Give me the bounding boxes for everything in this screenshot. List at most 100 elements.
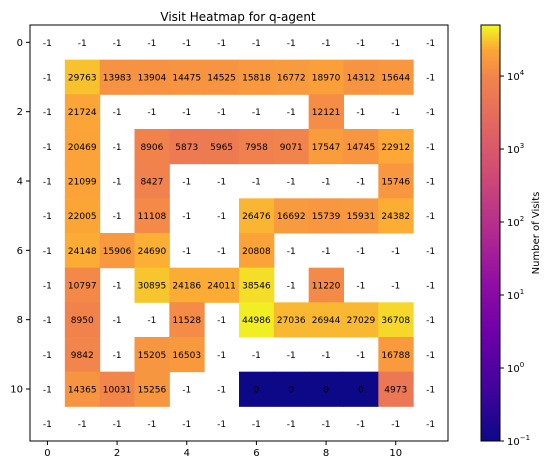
cell-value-label: 12121: [312, 108, 341, 118]
heatmap-cell: [378, 163, 414, 199]
cell-value-label: 18970: [312, 74, 341, 84]
heatmap-cell: [169, 59, 205, 95]
cell-value-label: -1: [182, 386, 191, 396]
cell-value-label: 14475: [172, 74, 201, 84]
cell-value-label: 26944: [312, 316, 341, 326]
cell-value-label: 36708: [381, 316, 410, 326]
cell-value-label: -1: [322, 178, 331, 188]
cell-value-label: -1: [426, 316, 435, 326]
cell-value-label: 15256: [138, 386, 167, 396]
heatmap-cell: [343, 302, 379, 338]
cell-value-label: -1: [43, 282, 52, 292]
cell-value-label: -1: [356, 108, 365, 118]
cell-value-label: 26476: [242, 212, 271, 222]
cell-value-label: 16788: [381, 351, 410, 361]
cell-value-label: -1: [426, 178, 435, 188]
cell-value-label: 22005: [68, 212, 97, 222]
heatmap-cell: [134, 129, 170, 165]
heatmap-cell: [204, 267, 240, 303]
heatmap-cell: [134, 337, 170, 373]
cell-value-label: 10797: [68, 282, 97, 292]
colorbar-ticks: 104 103 102 101 100 10−1: [500, 69, 530, 448]
cell-value-label: 44986: [242, 316, 271, 326]
cell-value-label: -1: [147, 420, 156, 430]
colorbar-tick-label: 100: [507, 361, 524, 375]
cell-value-label: -1: [182, 178, 191, 188]
heatmap-cell: [273, 129, 310, 165]
cell-value-label: -1: [426, 39, 435, 49]
cell-value-label: 15205: [138, 351, 167, 361]
cell-value-label: -1: [391, 108, 400, 118]
heatmap-cell: [308, 94, 344, 130]
cell-value-label: -1: [43, 74, 52, 84]
cell-value-label: -1: [287, 39, 296, 49]
cell-value-label: 24011: [207, 282, 236, 292]
cell-value-label: -1: [182, 39, 191, 49]
heatmap-cell: [99, 233, 135, 269]
cell-value-label: -1: [43, 316, 52, 326]
heatmap-cell: [239, 302, 275, 338]
y-tick-label: 2: [17, 107, 23, 118]
cell-value-label: -1: [147, 316, 156, 326]
plot-frame: [29, 24, 449, 442]
heatmap-cell: [134, 371, 170, 407]
colorbar-tick-label: 10−1: [507, 434, 530, 448]
cell-value-label: -1: [391, 420, 400, 430]
x-tick-label: 8: [323, 448, 329, 459]
cell-value-label: 0: [254, 386, 260, 396]
x-axis: 0 2 4 6 8 10: [44, 441, 402, 459]
cell-value-label: -1: [322, 39, 331, 49]
cell-value-label: 8427: [140, 178, 163, 188]
cell-value-label: 4973: [384, 386, 407, 396]
cell-value-label: -1: [391, 39, 400, 49]
heatmap-cell: [273, 302, 310, 338]
cell-value-label: -1: [43, 247, 52, 257]
cell-value-label: -1: [217, 39, 226, 49]
cell-value-label: -1: [287, 420, 296, 430]
cell-value-label: -1: [391, 247, 400, 257]
heatmap-cell: [378, 59, 414, 95]
cell-value-label: 15906: [103, 247, 132, 257]
heatmap-cell: [169, 267, 205, 303]
cell-value-label: -1: [322, 420, 331, 430]
cell-value-label: -1: [426, 74, 435, 84]
colorbar-label: Number of Visits: [531, 192, 542, 275]
cell-value-label: -1: [217, 212, 226, 222]
colorbar-tick-label: 103: [507, 142, 524, 156]
cell-value-label: -1: [356, 39, 365, 49]
cell-value-label: -1: [426, 351, 435, 361]
cell-value-label: 15739: [312, 212, 341, 222]
cell-value-label: 20808: [242, 247, 271, 257]
heatmap-cell: [99, 371, 135, 407]
cell-value-label: 14312: [347, 74, 376, 84]
x-tick-label: 6: [253, 448, 259, 459]
heatmap-cell: [64, 198, 101, 234]
cell-value-label: -1: [426, 386, 435, 396]
cell-value-label: -1: [426, 212, 435, 222]
x-tick-label: 10: [389, 448, 402, 459]
heatmap-cell: [273, 371, 310, 407]
cell-value-label: -1: [287, 282, 296, 292]
x-tick-label: 2: [114, 448, 120, 459]
cell-value-label: -1: [287, 178, 296, 188]
heatmap-cell: [378, 129, 414, 165]
cell-value-label: -1: [252, 39, 261, 49]
y-tick-label: 8: [17, 315, 23, 326]
cell-value-label: 0: [288, 386, 294, 396]
x-tick-label: 0: [44, 448, 50, 459]
cell-value-label: -1: [113, 108, 122, 118]
heatmap-cell: [239, 198, 275, 234]
heatmap-cell: [239, 233, 275, 269]
cell-value-label: -1: [113, 39, 122, 49]
cell-value-label: 16503: [172, 351, 201, 361]
heatmap-cell: [273, 198, 310, 234]
heatmap-cell: [64, 337, 101, 373]
cell-value-label: 8950: [71, 316, 94, 326]
cell-value-label: -1: [426, 282, 435, 292]
cell-value-label: -1: [113, 178, 122, 188]
cell-value-label: -1: [287, 108, 296, 118]
colorbar: [480, 24, 501, 442]
cell-value-label: -1: [217, 316, 226, 326]
cell-value-label: -1: [356, 178, 365, 188]
